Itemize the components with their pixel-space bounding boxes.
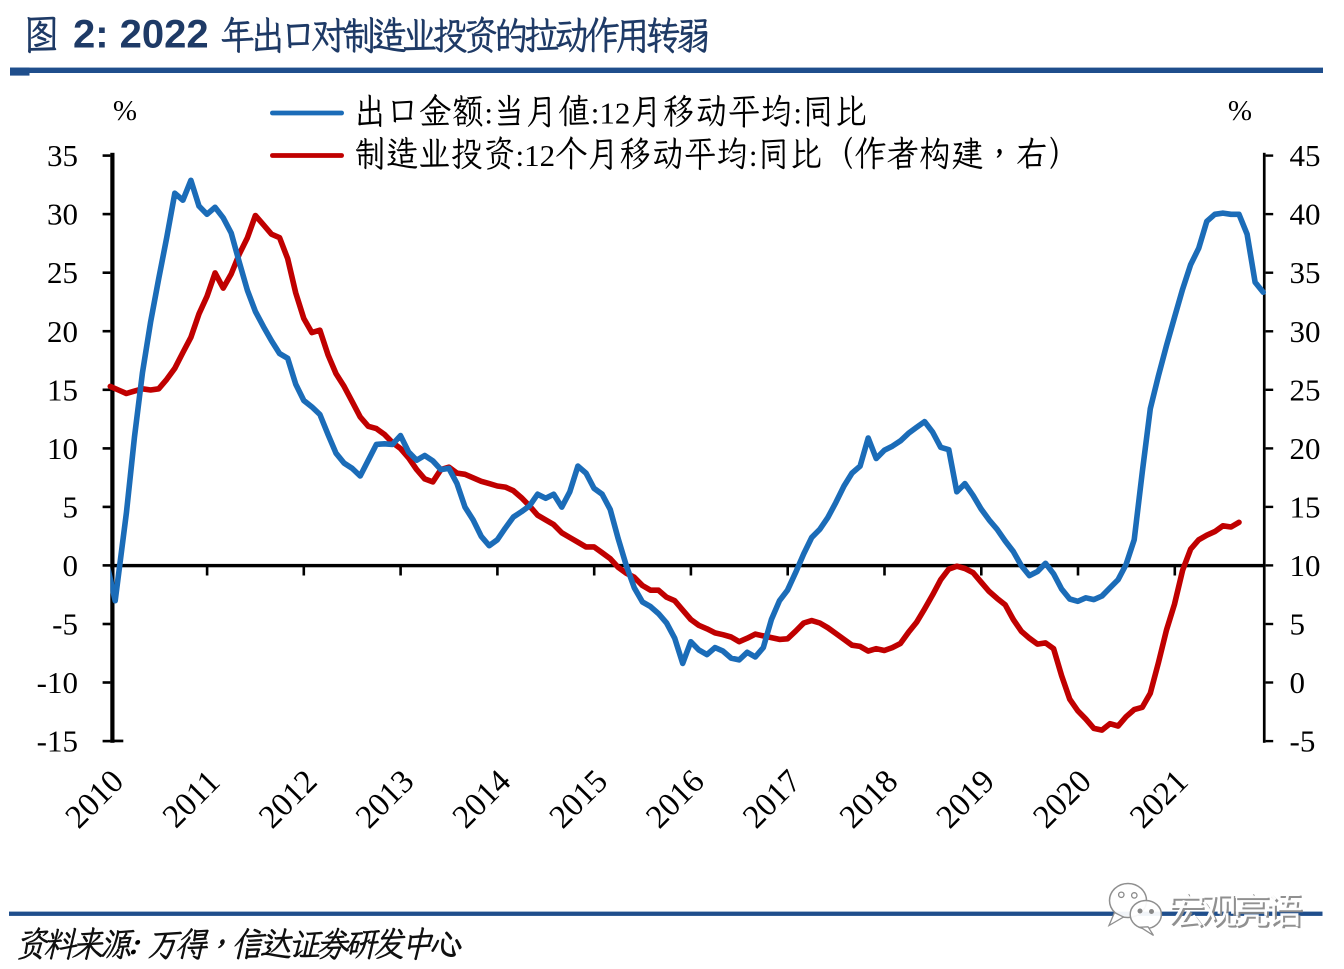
svg-text:20: 20	[47, 314, 78, 349]
svg-text:10: 10	[1290, 548, 1321, 583]
svg-text:20: 20	[1290, 431, 1321, 466]
svg-text:40: 40	[1290, 197, 1321, 232]
svg-text:35: 35	[1290, 255, 1321, 290]
svg-text:10: 10	[47, 431, 78, 466]
svg-text:5: 5	[63, 489, 79, 524]
svg-text:15: 15	[1290, 489, 1321, 524]
svg-text:25: 25	[1290, 372, 1321, 407]
svg-text:-5: -5	[1290, 724, 1316, 759]
svg-text:0: 0	[1290, 665, 1306, 700]
svg-text:15: 15	[47, 372, 78, 407]
svg-text:%: %	[113, 95, 137, 127]
svg-text:35: 35	[47, 138, 78, 173]
svg-text:0: 0	[63, 548, 79, 583]
svg-text:25: 25	[47, 255, 78, 290]
svg-text::: :	[484, 96, 493, 131]
svg-text:-15: -15	[37, 724, 78, 759]
svg-text:2: 2022: 2: 2022	[73, 13, 209, 57]
svg-text:%: %	[1228, 95, 1252, 127]
svg-text:45: 45	[1290, 138, 1321, 173]
svg-text::12: :12	[591, 96, 631, 131]
svg-text::: :	[793, 96, 802, 131]
svg-text::: :	[749, 138, 758, 173]
svg-text:-10: -10	[37, 665, 78, 700]
svg-text:30: 30	[47, 197, 78, 232]
svg-text:5: 5	[1290, 607, 1306, 642]
svg-text:30: 30	[1290, 314, 1321, 349]
svg-text:-5: -5	[52, 607, 78, 642]
svg-text::12: :12	[516, 138, 556, 173]
